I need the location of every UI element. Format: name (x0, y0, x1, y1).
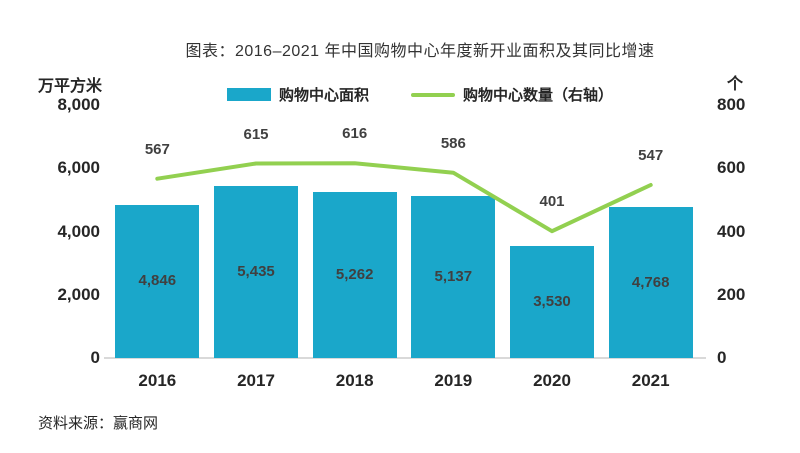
left-axis-tick: 8,000 (57, 95, 100, 114)
x-axis-label-2016: 2016 (138, 371, 177, 390)
line-point-label: 401 (539, 193, 565, 211)
bar-2020 (510, 246, 594, 358)
line-point-label: 615 (243, 125, 269, 143)
line-series-swatch (411, 92, 455, 97)
right-axis-tick: 800 (717, 95, 746, 114)
bar-value-label: 5,262 (335, 265, 374, 283)
legend-label-count: 购物中心数量（右轴） (463, 87, 614, 104)
right-axis-tick: 200 (717, 284, 746, 304)
left-axis-tick: 6,000 (57, 158, 100, 178)
legend-label-area: 购物中心面积 (278, 87, 369, 104)
bar-value-label: 4,846 (138, 272, 177, 290)
left-axis-tick: 0 (90, 348, 100, 367)
bar-value-label: 4,768 (631, 273, 670, 291)
x-axis-label-2021: 2021 (631, 371, 670, 390)
line-point-label: 567 (144, 140, 170, 158)
left-axis-tick: 2,000 (57, 284, 100, 304)
right-axis-tick: 400 (717, 221, 746, 241)
legend-item-area: 购物中心面积 (226, 84, 369, 105)
line-point-label: 616 (342, 125, 368, 143)
left-axis-tick: 4,000 (57, 221, 100, 241)
x-axis-label-2020: 2020 (533, 371, 571, 390)
bar-value-label: 5,435 (237, 263, 275, 281)
right-axis-tick: 0 (717, 348, 727, 367)
right-axis-tick: 600 (717, 158, 746, 178)
bar-series-swatch (226, 88, 271, 101)
chart-title: 图表：2016–2021 年中国购物中心年度新开业面积及其同比增速 (185, 43, 655, 60)
x-axis-label-2019: 2019 (434, 371, 473, 390)
bar-value-label: 5,137 (434, 267, 473, 285)
line-point-label: 547 (638, 147, 664, 164)
x-axis-label-2017: 2017 (237, 371, 275, 390)
line-point-label: 586 (440, 134, 466, 152)
left-axis-unit-label: 万平方米 (38, 78, 103, 95)
right-axis-unit-label: 个 (727, 76, 744, 93)
source-note: 资料来源：赢商网 (38, 415, 159, 432)
x-axis-line (104, 357, 706, 359)
chart-legend: 购物中心面积 购物中心数量（右轴） (40, 84, 800, 105)
bar-value-label: 3,530 (533, 293, 571, 311)
x-axis-label-2018: 2018 (335, 371, 374, 390)
legend-item-count: 购物中心数量（右轴） (411, 84, 613, 105)
